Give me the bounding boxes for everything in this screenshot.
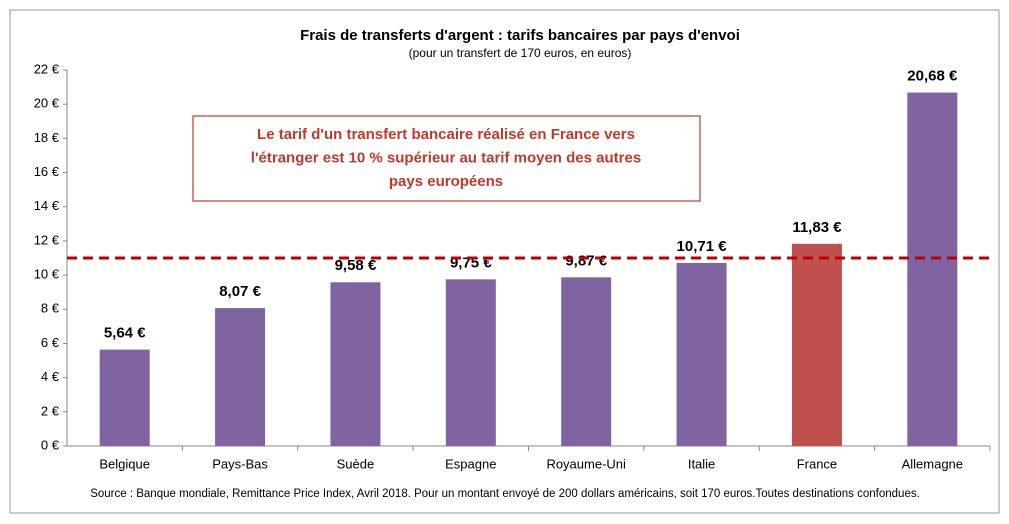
value-label: 8,07 €	[219, 283, 261, 300]
bar	[99, 349, 150, 446]
bar	[791, 243, 842, 446]
annotation-box	[192, 115, 701, 202]
bar	[561, 277, 612, 446]
frame	[9, 9, 1000, 514]
y-tick-label: 20 €	[34, 96, 60, 111]
y-tick-label: 22 €	[34, 61, 60, 76]
value-label: 20,68 €	[907, 68, 958, 85]
y-tick-label: 4 €	[41, 369, 60, 384]
bar	[676, 262, 727, 446]
x-tick-label: Suède	[337, 456, 375, 471]
x-tick-label: Pays-Bas	[212, 456, 268, 471]
x-tick-label: Espagne	[445, 456, 496, 471]
y-tick-label: 0 €	[41, 437, 60, 452]
y-tick-label: 16 €	[34, 164, 60, 179]
y-tick-label: 2 €	[41, 403, 60, 418]
x-tick-label: France	[797, 456, 837, 471]
bar	[445, 279, 496, 446]
annotation: pays européens	[389, 173, 503, 190]
bar	[330, 282, 381, 446]
y-tick-label: 8 €	[41, 301, 60, 316]
y-tick-label: 10 €	[34, 267, 60, 282]
value-label: 5,64 €	[104, 325, 146, 342]
bar	[907, 92, 958, 446]
bar	[215, 308, 266, 446]
chart-subtitle: (pour un transfert de 170 euros, en euro…	[409, 46, 632, 60]
x-tick-label: Royaume-Uni	[546, 456, 626, 471]
value-label: 9,58 €	[335, 257, 377, 274]
annotation: Le tarif d'un transfert bancaire réalisé…	[257, 126, 635, 143]
y-tick-label: 12 €	[34, 232, 60, 247]
source: Source : Banque mondiale, Remittance Pri…	[90, 488, 920, 500]
chart-title: Frais de transferts d'argent : tarifs ba…	[300, 27, 740, 44]
y-tick-label: 14 €	[34, 198, 60, 213]
x-tick-label: Allemagne	[902, 456, 963, 471]
annotation: l'étranger est 10 % supérieur au tarif m…	[251, 149, 641, 166]
x-tick-label: Belgique	[99, 456, 150, 471]
y-tick-label: 18 €	[34, 130, 60, 145]
value-label: 9,87 €	[565, 252, 607, 269]
value-label: 10,71 €	[677, 238, 728, 255]
x-tick-label: Italie	[688, 456, 715, 471]
y-tick-label: 6 €	[41, 335, 60, 350]
value-label: 11,83 €	[792, 219, 842, 236]
